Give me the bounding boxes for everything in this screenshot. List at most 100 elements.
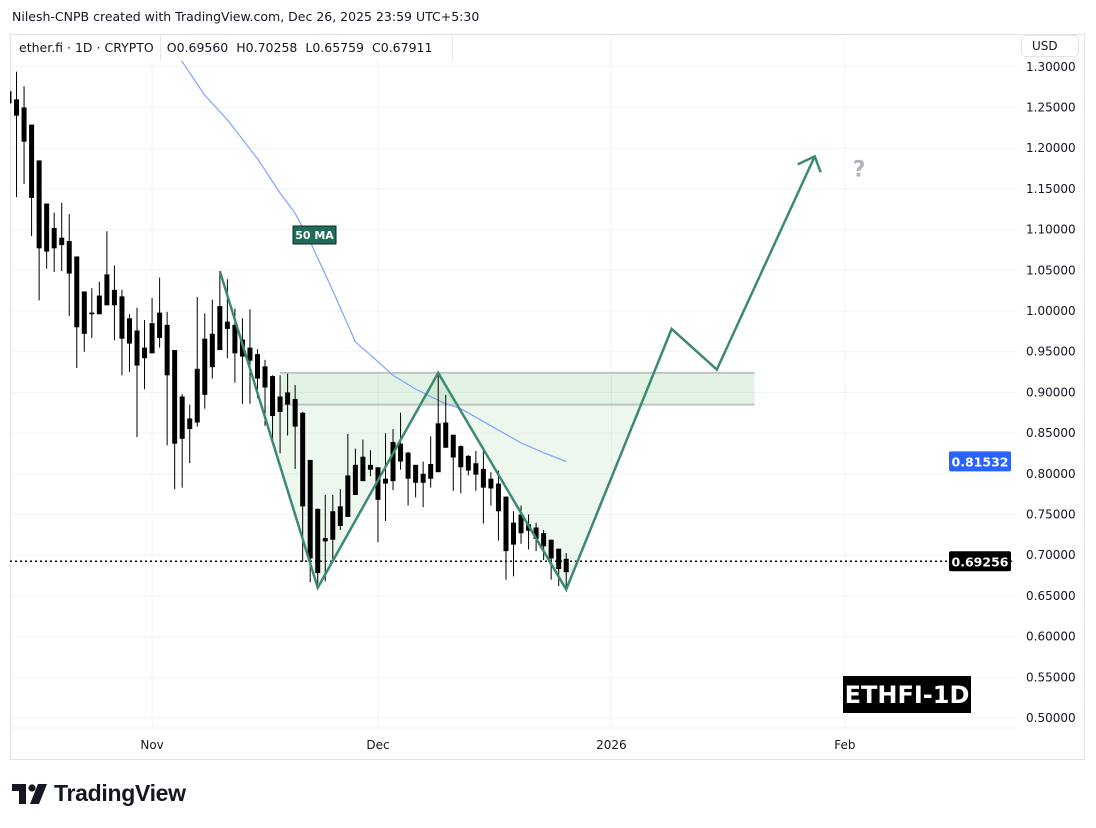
candle [435,372,441,473]
candle [194,297,200,427]
candle [563,553,569,590]
candle-body [10,91,12,104]
candle-body [563,558,569,573]
candle [315,508,321,584]
candle-body [337,506,343,526]
current-price-label: 0.69256 [952,554,1009,569]
current-price-label-box [949,551,1011,572]
y-tick-label: 0.55000 [1026,670,1076,684]
candle [74,256,80,368]
candle-body [315,508,321,574]
question-mark: ? [853,157,866,182]
candle [111,265,117,341]
candle-body [458,446,464,468]
candle [134,307,140,438]
candle-body [548,539,554,559]
y-tick-label: 0.60000 [1026,630,1076,644]
candle [29,124,35,237]
candle [164,311,170,446]
candle-body [44,203,50,252]
candle [495,470,501,541]
candle [89,288,95,338]
x-tick-label: Feb [834,738,855,752]
candle [556,548,562,587]
candle-body [367,464,373,470]
x-tick-label: Dec [366,738,389,752]
candle-body [511,522,517,545]
candle-body [270,376,276,417]
tradingview-logo-icon [12,783,47,804]
candle-body [300,412,306,507]
candle [503,496,509,580]
chart-frame [10,34,1085,760]
candle [465,455,471,476]
y-tick-label: 1.20000 [1026,141,1076,155]
candle-body [285,392,291,405]
candle [14,71,20,198]
y-tick-label: 1.15000 [1026,182,1076,196]
candle [458,445,464,494]
candle-body [398,443,404,462]
candle-body [420,473,426,483]
ohlc-values: O0.69560 H0.70258 L0.65759 C0.67911 [161,35,454,61]
candle-body [390,442,396,482]
candle-body [495,483,501,512]
ma-label: 50 MA [295,229,334,242]
candle [209,299,215,379]
candle-body [59,237,65,246]
candle-body [503,496,509,552]
x-tick-label: Nov [140,738,163,752]
currency-button[interactable]: USD [1021,35,1079,57]
open-value: O0.69560 [166,40,229,55]
moving-average-line [174,50,567,463]
candle-body [247,347,253,361]
candle-body [383,478,388,484]
candle-body [533,527,539,539]
candle [322,494,328,582]
candle-body [443,422,449,448]
candle-body [96,295,102,315]
candle [36,160,42,301]
candle-body [36,160,42,249]
candle-body [254,354,260,379]
candle-body [232,324,238,354]
candle [390,429,396,491]
candle [157,277,163,348]
candle [44,203,50,269]
candle-body [488,478,494,489]
candle [420,461,426,508]
candle [345,433,351,517]
candle-body [518,514,524,534]
candle-body [81,291,87,334]
candle-body [134,330,140,366]
candle [202,313,208,409]
candle [81,291,87,352]
symbol-name[interactable]: ether.fi · 1D · CRYPTO [11,35,161,61]
candle [51,212,57,272]
y-tick-label: 0.85000 [1026,426,1076,440]
candle-body [29,124,35,198]
candle [59,202,65,272]
candle-body [51,227,57,249]
logo-text: TradingView [54,780,186,806]
candle [21,86,27,185]
grid [10,35,1018,729]
symbol-watermark-box [843,676,971,713]
candle [292,385,298,469]
candle [270,375,276,444]
candle-body [209,333,215,368]
candle-body [119,296,125,339]
candle-body [202,338,208,395]
y-tick-label: 1.10000 [1026,223,1076,237]
symbol-watermark: ETHFI-1D [845,681,970,709]
candle [119,289,125,376]
candle [277,375,283,454]
candle-body [277,396,283,412]
candle-body [375,467,381,500]
candle [450,434,456,491]
candle-body [172,350,178,444]
tradingview-logo[interactable]: TradingView [12,780,186,807]
candle [443,394,449,448]
candle-body [164,324,170,376]
